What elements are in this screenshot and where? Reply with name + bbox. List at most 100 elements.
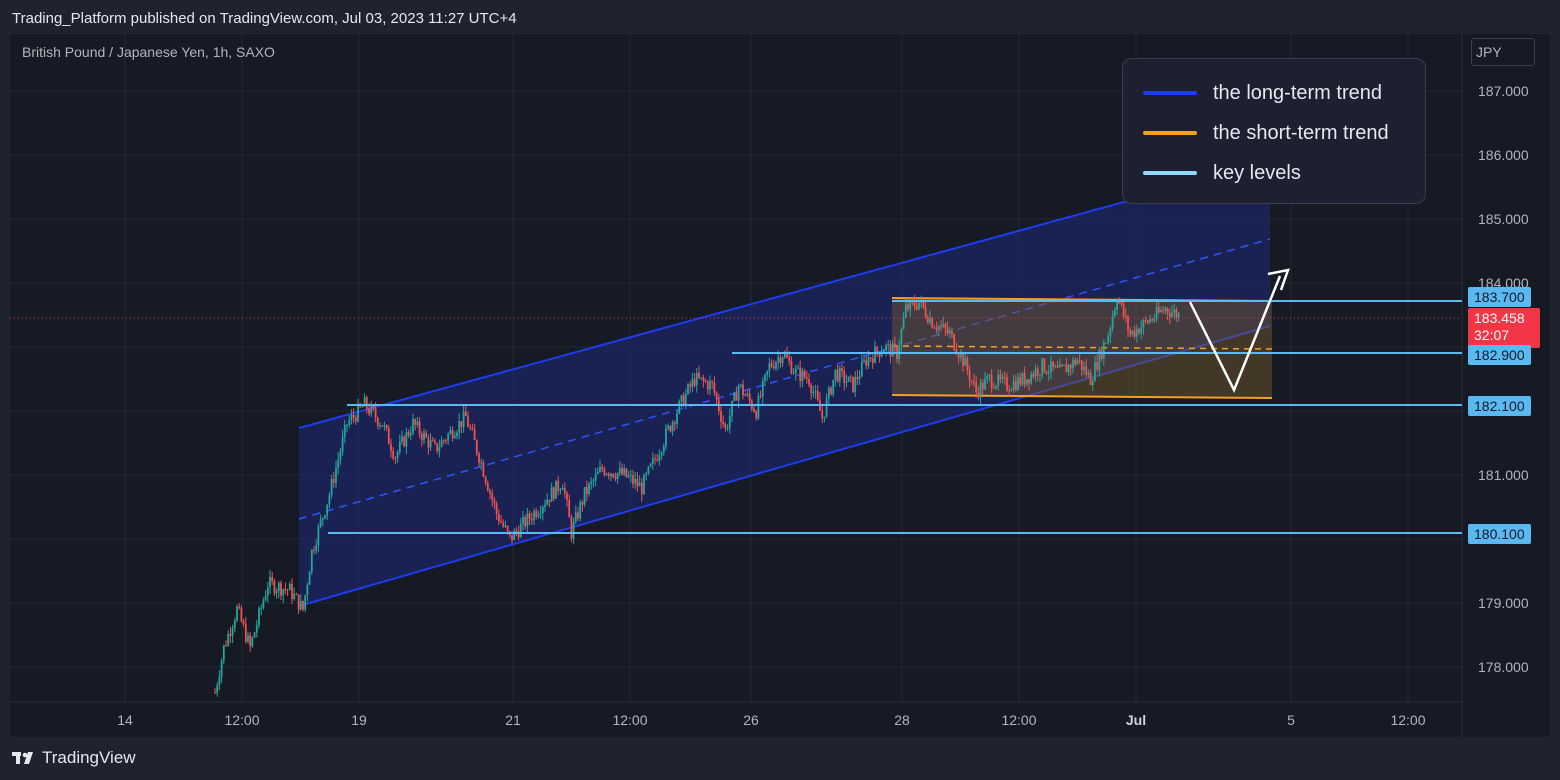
time-label: 19	[351, 712, 367, 728]
candle-body	[275, 590, 278, 594]
candle-body	[977, 392, 980, 398]
candle-body	[1107, 336, 1110, 343]
candle-body	[229, 634, 232, 636]
candle-body	[669, 425, 672, 432]
candle-body	[731, 400, 733, 416]
candle-body	[1069, 364, 1072, 369]
candle-body	[739, 384, 742, 386]
candle-body	[651, 458, 654, 464]
long-term-channel-lower[interactable]	[298, 325, 1271, 607]
candle-body	[601, 467, 604, 470]
price-chart[interactable]: 187.000 186.000 185.000 184.000 181.000 …	[10, 34, 1550, 737]
candle-body	[271, 576, 274, 582]
candle-body	[964, 358, 967, 366]
short-term-range-bottom[interactable]	[891, 394, 1273, 399]
tradingview-brand[interactable]: TradingView	[12, 748, 136, 768]
currency-selector[interactable]: JPY	[1471, 38, 1535, 66]
candle-body	[860, 361, 863, 377]
candle-body	[363, 397, 366, 407]
candle-body	[1085, 366, 1088, 375]
candle-body	[486, 483, 489, 491]
candle-body	[755, 411, 758, 419]
candle-body	[1036, 368, 1039, 376]
candle-body	[737, 385, 740, 401]
candle-body	[995, 385, 997, 389]
time-axis[interactable]: 14 12:00 19 21 12:00 26 28 12:00 Jul 5 1…	[117, 712, 1426, 728]
symbol-title[interactable]: British Pound / Japanese Yen, 1h, SAXO	[22, 44, 275, 60]
candle-body	[330, 478, 333, 496]
candle-body	[915, 306, 918, 310]
candle-body	[403, 436, 406, 447]
key-level-tag-3[interactable]: 182.100	[1468, 396, 1531, 416]
candle-body	[407, 432, 410, 436]
candle-body	[594, 474, 597, 481]
candle-body	[495, 503, 498, 514]
arrow-up-icon	[1267, 268, 1290, 291]
candle-body	[764, 374, 766, 381]
publish-info: Trading_Platform published on TradingVie…	[12, 10, 517, 27]
candle-body	[264, 596, 267, 601]
candle-body	[893, 343, 896, 347]
candle-body	[781, 357, 784, 364]
candle-body	[1056, 365, 1059, 368]
key-level-tag-1[interactable]: 183.700	[1468, 287, 1531, 307]
current-price-tag[interactable]: 183.458 32:07	[1468, 308, 1540, 348]
candle-body	[838, 368, 841, 382]
price-axis[interactable]: 187.000 186.000 185.000 184.000 181.000 …	[1478, 83, 1529, 675]
legend-item-key-levels: key levels	[1143, 153, 1405, 193]
candle-body	[394, 458, 397, 460]
chart-area[interactable]: 187.000 186.000 185.000 184.000 181.000 …	[10, 34, 1550, 737]
candle-body	[1098, 349, 1101, 370]
candle-body	[768, 363, 771, 371]
candle-body	[812, 392, 815, 394]
candle-body	[1043, 358, 1046, 373]
candle-body	[425, 432, 428, 438]
candle-body	[577, 512, 579, 519]
candle-body	[744, 395, 747, 397]
candle-body	[238, 606, 241, 609]
candle-body	[533, 511, 535, 521]
key-level-tag-4[interactable]: 180.100	[1468, 524, 1531, 544]
key-level-tag-2[interactable]: 182.900	[1468, 345, 1531, 365]
candle-body	[1122, 303, 1125, 316]
projection-path[interactable]	[1188, 275, 1282, 394]
candle-body	[592, 480, 595, 482]
candle-body	[867, 357, 870, 366]
candle-body	[326, 504, 329, 516]
candle-body	[623, 468, 626, 475]
candle-body	[1010, 390, 1013, 392]
candle-body	[713, 382, 716, 393]
candle-body	[1091, 380, 1094, 386]
candle-body	[926, 316, 929, 323]
candle-body	[979, 382, 982, 398]
candle-body	[1014, 381, 1017, 390]
candle-body	[1025, 379, 1028, 385]
candle-body	[436, 443, 439, 452]
candle-body	[880, 352, 883, 357]
candle-body	[990, 375, 993, 388]
candle-body	[1155, 307, 1158, 319]
long-term-channel-upper[interactable]	[298, 161, 1271, 429]
candle-body	[420, 434, 423, 441]
candle-body	[249, 635, 252, 647]
candle-body	[451, 430, 454, 439]
candlestick-series[interactable]	[214, 294, 1180, 697]
candle-body	[933, 327, 936, 329]
candle-body	[484, 476, 487, 484]
candle-body	[269, 576, 271, 588]
candle-body	[962, 352, 964, 366]
candle-body	[284, 589, 287, 591]
candle-body	[827, 387, 830, 399]
candle-body	[742, 384, 744, 396]
candle-body	[788, 357, 791, 361]
candle-body	[632, 475, 634, 484]
candle-body	[214, 692, 216, 694]
candle-body	[966, 358, 969, 371]
candle-body	[313, 549, 315, 551]
candle-body	[614, 476, 617, 479]
candle-body	[519, 523, 522, 538]
candle-body	[302, 600, 304, 610]
candle-body	[878, 352, 881, 357]
price-label: 185.000	[1478, 211, 1529, 227]
candle-body	[647, 466, 650, 474]
